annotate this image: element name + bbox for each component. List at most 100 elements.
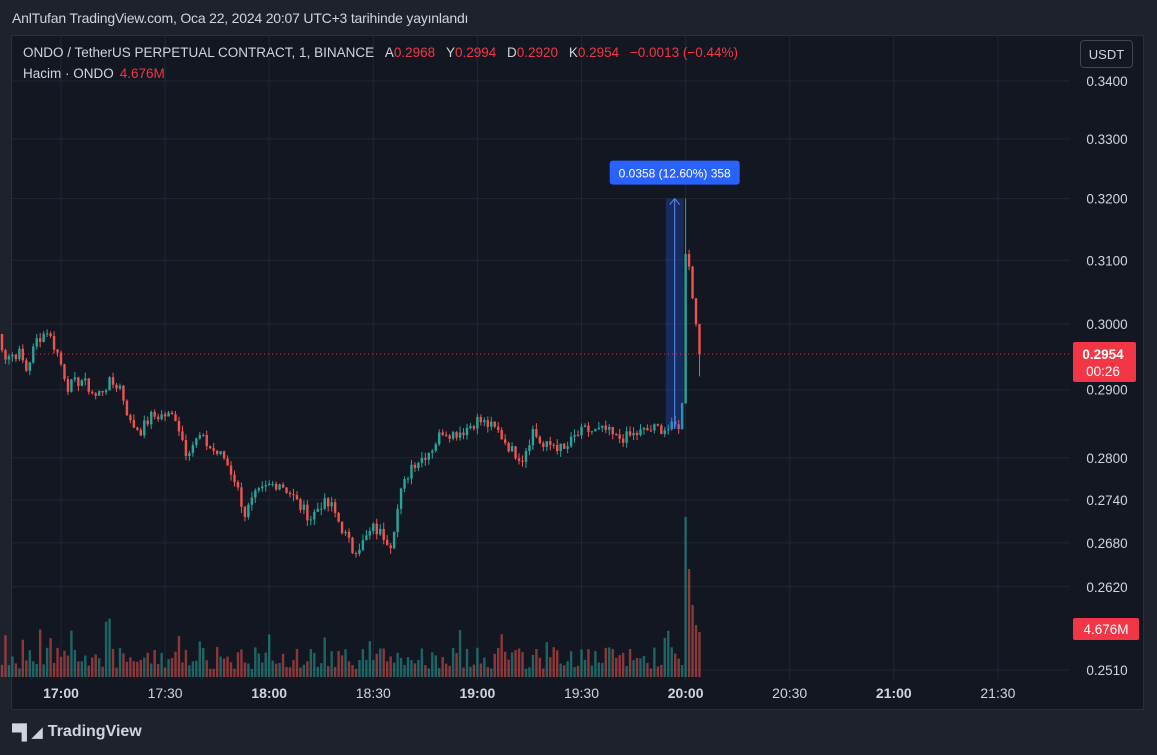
volume-bar: [569, 651, 573, 677]
candle-body: [167, 412, 170, 417]
candle-body: [524, 451, 528, 462]
candle-body: [566, 446, 569, 449]
candle-body: [385, 539, 389, 546]
candle-body: [52, 335, 56, 350]
candle-body: [45, 333, 49, 335]
volume-bar: [687, 569, 691, 677]
candle-body: [236, 482, 240, 488]
volume-bar: [38, 629, 42, 677]
candle-body: [87, 378, 90, 392]
tradingview-logo[interactable]: ▀▌◢ TradingView: [12, 723, 142, 741]
volume-bar: [497, 648, 500, 677]
candle-body: [396, 508, 399, 533]
volume-bar: [549, 657, 552, 677]
volume-bar: [7, 665, 11, 677]
volume-bar: [684, 517, 687, 677]
candle-body: [288, 492, 292, 495]
last-price-badge: 0.2954 00:26: [1073, 342, 1136, 382]
candle-body: [455, 432, 458, 438]
volume-bar: [510, 652, 514, 677]
candle-body: [667, 429, 670, 431]
volume-bar: [413, 663, 417, 677]
volume-bar: [587, 649, 590, 677]
time-tick-label: 17:30: [148, 685, 183, 701]
candle-body: [146, 420, 149, 425]
volume-bar: [0, 664, 4, 677]
volume-bar: [576, 665, 580, 677]
measure-label-text: 0.0358 (12.60%) 358: [619, 167, 731, 181]
volume-bar: [18, 668, 21, 677]
volume-bar: [580, 649, 583, 677]
volume-bar: [375, 653, 378, 677]
candle-body: [91, 391, 94, 394]
candle-body: [337, 512, 340, 522]
candle-body: [35, 338, 38, 347]
candle-body: [143, 420, 146, 436]
volume-bar: [673, 653, 677, 677]
volume-bar: [406, 657, 410, 677]
candle-body: [271, 483, 274, 485]
candle-body: [680, 403, 684, 430]
candle-body: [330, 502, 333, 507]
volume-bar: [91, 657, 94, 677]
candle-body: [514, 446, 517, 459]
candle-body: [233, 474, 236, 483]
volume-bar: [226, 656, 229, 677]
candle-body: [625, 431, 628, 443]
volume-bar: [202, 648, 205, 677]
candle-body: [653, 424, 656, 431]
volume-bar: [215, 647, 219, 677]
time-tick-label: 17:00: [43, 685, 79, 701]
candle-body: [677, 424, 680, 430]
volume-badge: 4.676M: [1073, 618, 1139, 640]
candle-body: [73, 377, 77, 380]
volume-bar: [292, 660, 295, 677]
candle-body: [125, 400, 129, 416]
volume-bar: [670, 647, 673, 677]
candle-body: [132, 420, 136, 428]
currency-button[interactable]: USDT: [1080, 40, 1133, 68]
price-tick-label: 0.3000: [1086, 317, 1127, 332]
volume-bar: [542, 668, 545, 677]
volume-label[interactable]: Hacim · ONDO: [23, 66, 114, 81]
volume-bar: [507, 659, 510, 677]
chart-grid: [12, 36, 1070, 680]
volume-bar: [233, 668, 236, 677]
candle-body: [382, 528, 385, 540]
candle-body: [531, 429, 535, 446]
volume-bar: [559, 663, 562, 677]
volume-bar: [649, 668, 653, 677]
volume-bar: [97, 658, 101, 677]
candle-body: [351, 537, 354, 554]
volume-bar: [646, 663, 649, 677]
chart-panel[interactable]: [11, 35, 1144, 710]
volume-bar: [261, 662, 264, 677]
candle-body: [136, 427, 139, 430]
volume-bar: [365, 659, 368, 677]
candle-body: [184, 440, 188, 456]
candle-body: [472, 426, 476, 429]
volume-bar: [236, 652, 240, 677]
candle-body: [542, 443, 545, 447]
candle-body: [28, 362, 31, 371]
volume-bar: [316, 666, 319, 677]
volume-bar: [517, 648, 521, 677]
candle-body: [153, 411, 156, 417]
volume-bar: [337, 651, 340, 677]
candle-body: [632, 432, 635, 436]
last-price-value: 0.2954: [1082, 347, 1124, 362]
candle-body: [333, 502, 337, 513]
volume-bar: [625, 666, 628, 677]
volume-bar: [562, 665, 566, 677]
volume-bar: [639, 658, 642, 677]
candle-body: [490, 421, 493, 427]
volume-bar: [66, 655, 70, 677]
volume-bar: [615, 657, 618, 677]
candle-body: [191, 445, 195, 454]
symbol-title[interactable]: ONDO / TetherUS PERPETUAL CONTRACT, 1, B…: [23, 45, 375, 60]
candle-body: [552, 444, 555, 446]
volume-bar: [94, 654, 97, 677]
volume-bar: [462, 667, 465, 677]
volume-bar: [160, 652, 163, 677]
